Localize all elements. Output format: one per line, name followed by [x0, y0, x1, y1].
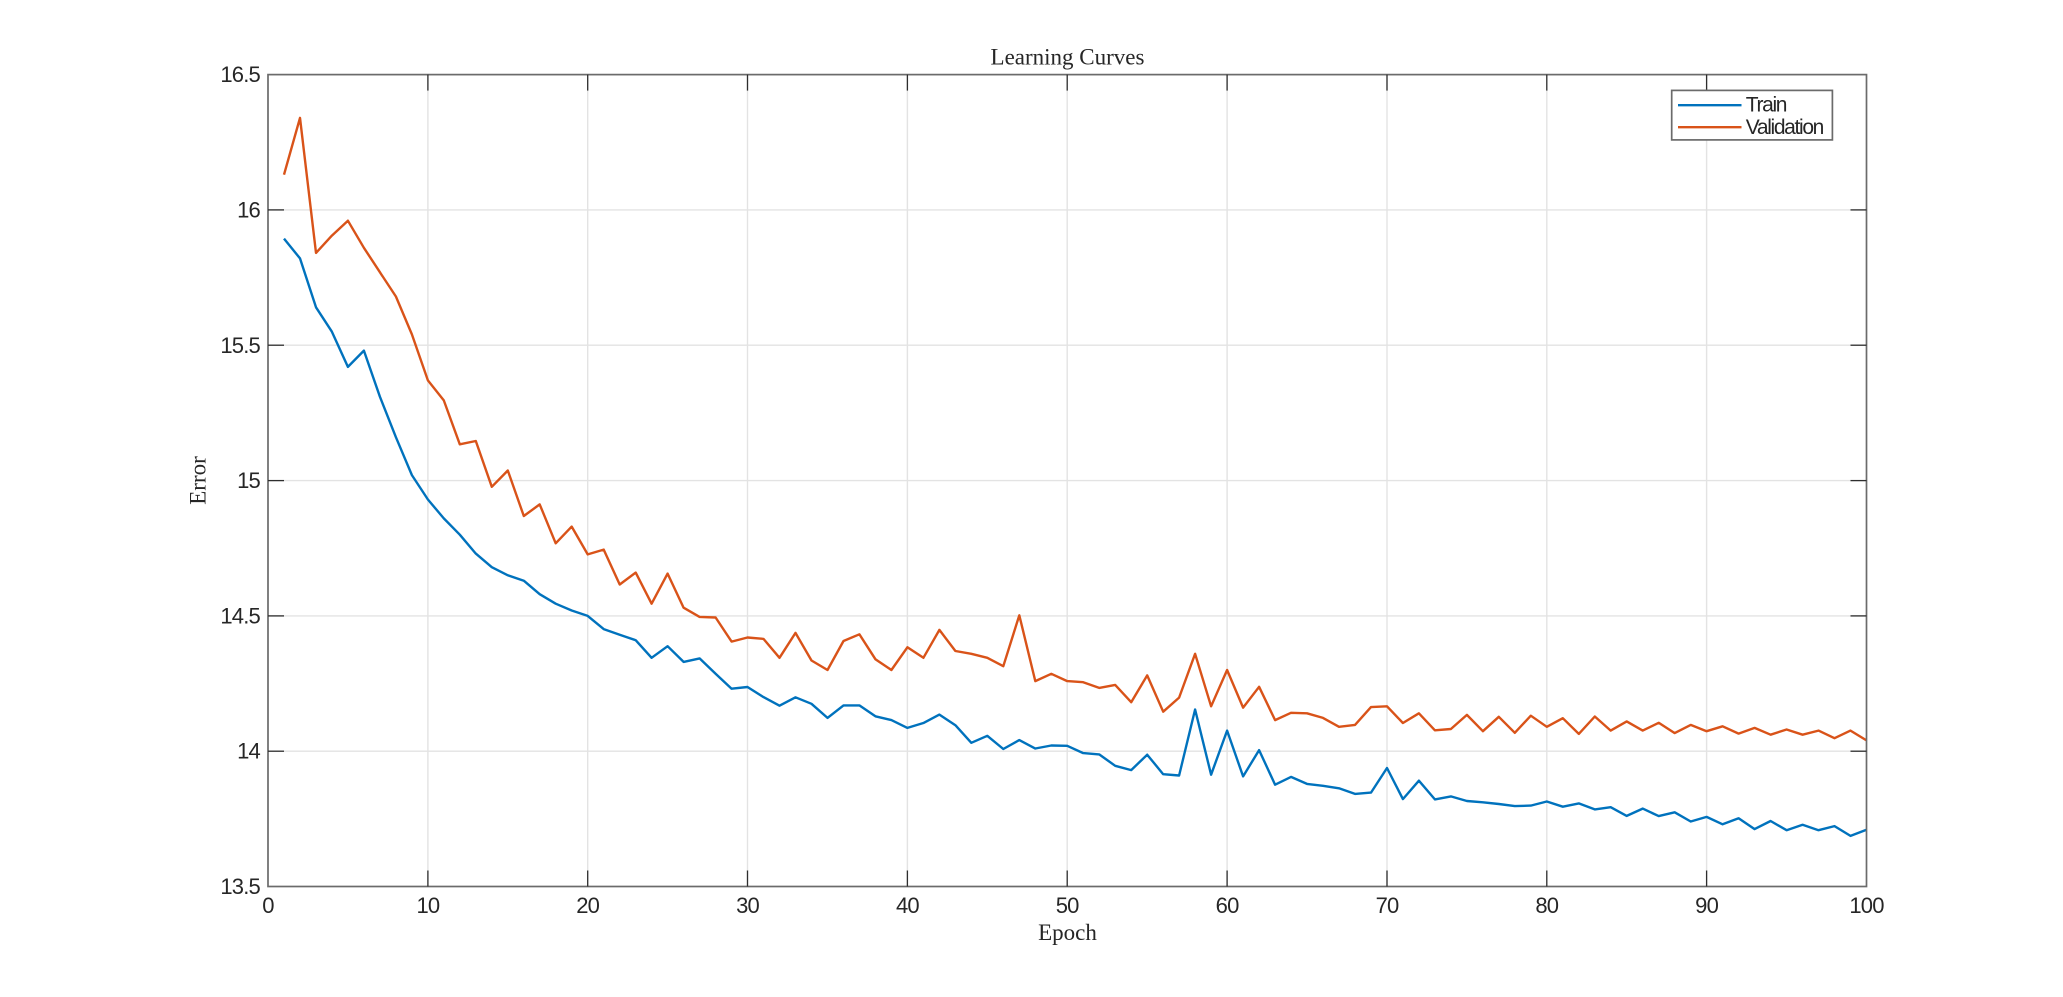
svg-text:60: 60	[1216, 893, 1239, 918]
svg-text:20: 20	[576, 893, 599, 918]
svg-text:Learning Curves: Learning Curves	[991, 45, 1145, 70]
svg-text:30: 30	[736, 893, 759, 918]
svg-text:16.5: 16.5	[220, 62, 260, 87]
svg-text:15: 15	[237, 468, 260, 493]
svg-text:15.5: 15.5	[220, 333, 260, 358]
svg-text:Validation: Validation	[1746, 116, 1824, 139]
svg-text:90: 90	[1695, 893, 1718, 918]
svg-text:10: 10	[416, 893, 439, 918]
svg-text:Error: Error	[186, 456, 211, 505]
svg-text:70: 70	[1376, 893, 1399, 918]
svg-text:80: 80	[1535, 893, 1558, 918]
svg-text:0: 0	[262, 893, 274, 918]
svg-text:14: 14	[237, 739, 260, 764]
svg-text:Train: Train	[1746, 94, 1787, 117]
svg-text:14.5: 14.5	[220, 603, 260, 628]
svg-text:13.5: 13.5	[220, 874, 260, 899]
svg-text:100: 100	[1849, 893, 1884, 918]
svg-text:50: 50	[1056, 893, 1079, 918]
svg-text:16: 16	[237, 198, 260, 223]
svg-text:40: 40	[896, 893, 919, 918]
svg-text:Epoch: Epoch	[1038, 920, 1097, 945]
